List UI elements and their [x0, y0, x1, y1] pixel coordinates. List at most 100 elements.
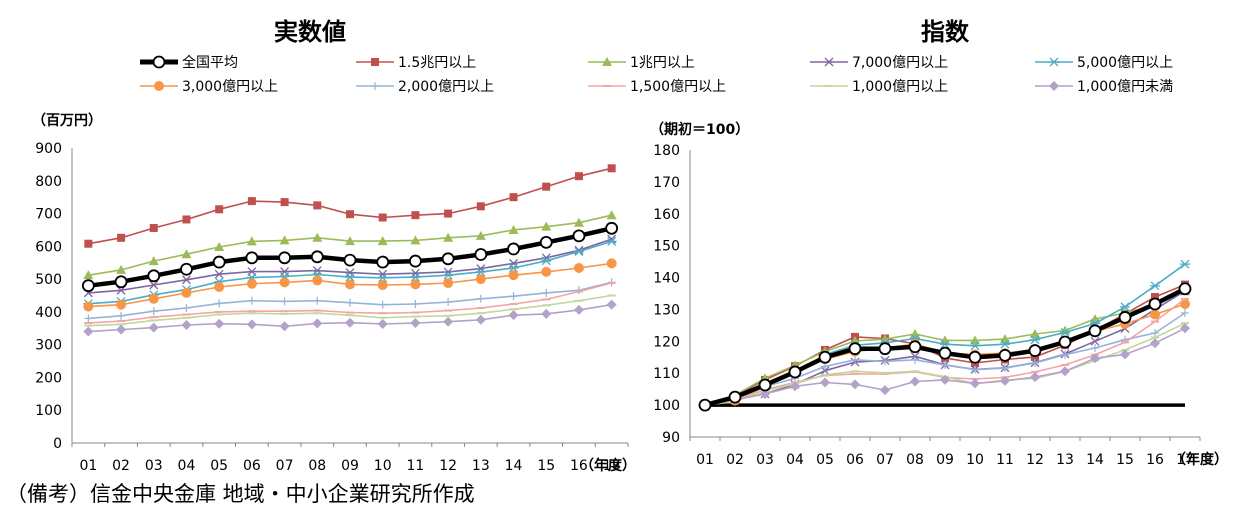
- data-point: [542, 288, 551, 297]
- data-point: [411, 300, 420, 309]
- x-tick-label: 13: [1056, 452, 1074, 468]
- data-point: [181, 320, 192, 330]
- data-point: [246, 236, 257, 246]
- y-tick-label: 180: [653, 143, 680, 159]
- data-point: [345, 317, 355, 328]
- data-point: [908, 340, 922, 354]
- data-point: [878, 342, 892, 356]
- data-point: [84, 239, 93, 248]
- data-point: [410, 279, 421, 290]
- series-3,000億円以上: [83, 258, 617, 312]
- x-tick-label: 14: [505, 458, 523, 474]
- data-point: [573, 304, 584, 315]
- data-point: [573, 247, 584, 257]
- x-tick-label: 11: [406, 458, 424, 474]
- data-point: [114, 275, 128, 289]
- x-tick-label: 09: [341, 458, 359, 474]
- x-tick-label: 15: [537, 458, 555, 474]
- data-point: [116, 324, 127, 335]
- data-point: [509, 292, 518, 301]
- data-point: [149, 223, 158, 232]
- legend-item-label: 1.5兆円以上: [398, 55, 476, 71]
- data-point: [279, 321, 290, 332]
- data-point: [541, 221, 552, 231]
- x-tick-label: 05: [210, 458, 228, 474]
- data-point: [1090, 353, 1100, 364]
- data-point: [476, 294, 485, 303]
- data-point: [573, 217, 584, 227]
- data-point: [607, 164, 616, 173]
- series-5,000億円以上: [83, 236, 617, 309]
- legend-swatch-marker: [1049, 81, 1059, 91]
- data-point: [476, 202, 485, 211]
- data-point: [606, 210, 617, 220]
- x-tick-label: 08: [308, 458, 326, 474]
- data-point: [508, 224, 519, 234]
- data-point: [377, 280, 388, 291]
- data-point: [1000, 339, 1010, 349]
- data-point: [1031, 359, 1039, 368]
- legend-swatch-marker: [371, 82, 379, 90]
- data-point: [507, 242, 520, 256]
- data-point: [116, 285, 126, 295]
- data-point: [539, 235, 553, 249]
- data-point: [343, 253, 357, 267]
- data-point: [148, 293, 159, 304]
- data-point: [81, 279, 95, 293]
- data-point: [345, 272, 355, 282]
- data-point: [1030, 372, 1040, 383]
- data-point: [1118, 311, 1132, 324]
- y-tick-label: 700: [35, 207, 62, 223]
- data-point: [1180, 323, 1190, 334]
- data-point: [851, 355, 859, 364]
- data-point: [606, 299, 617, 310]
- data-point: [605, 221, 619, 235]
- legend-item-label: 2,000億円以上: [398, 79, 494, 95]
- data-point: [1030, 328, 1040, 338]
- x-tick-label: 08: [906, 452, 924, 468]
- data-point: [790, 381, 800, 392]
- x-tick-label: 05: [816, 452, 834, 468]
- x-tick-label: 17: [1176, 452, 1194, 468]
- x-tick-label: 01: [79, 458, 97, 474]
- series-1兆円以上: [83, 210, 617, 280]
- data-point: [83, 301, 94, 312]
- legend-item-label: 5,000億円以上: [1077, 55, 1173, 71]
- y-tick-label: 160: [653, 207, 680, 223]
- data-point: [1120, 302, 1130, 312]
- data-point: [410, 235, 421, 245]
- series-line: [88, 167, 612, 245]
- data-point: [313, 296, 322, 305]
- data-point: [1151, 293, 1159, 302]
- y-tick-label: 170: [653, 175, 680, 191]
- legend-swatch-marker: [152, 55, 166, 69]
- data-point: [116, 299, 127, 310]
- data-point: [214, 281, 225, 292]
- series-2,000億円以上: [84, 278, 616, 323]
- data-point: [83, 270, 94, 280]
- data-point: [278, 251, 291, 265]
- y-tick-label: 600: [35, 239, 62, 255]
- index-chart: 指数 （期初＝100） 90 100 110 120 130 140 150 160 170 180 0…: [650, 18, 1228, 468]
- series-1,500億円以上: [84, 282, 616, 325]
- data-point: [820, 377, 830, 388]
- data-point: [378, 213, 387, 222]
- x-tick-label: 10: [374, 458, 392, 474]
- data-point: [377, 273, 388, 283]
- legend-item-label: 1兆円以上: [630, 55, 695, 71]
- data-point: [1058, 335, 1072, 349]
- data-point: [377, 319, 388, 330]
- data-point: [475, 274, 486, 285]
- data-point: [117, 311, 126, 320]
- data-point: [1150, 281, 1160, 291]
- data-point: [998, 348, 1012, 362]
- data-point: [573, 262, 584, 273]
- x-tick-label: 16: [1146, 452, 1164, 468]
- data-point: [346, 298, 354, 307]
- data-point: [411, 211, 420, 220]
- legend-swatch-marker: [602, 57, 612, 66]
- data-point: [180, 262, 193, 276]
- data-point: [443, 278, 454, 289]
- data-point: [541, 256, 552, 266]
